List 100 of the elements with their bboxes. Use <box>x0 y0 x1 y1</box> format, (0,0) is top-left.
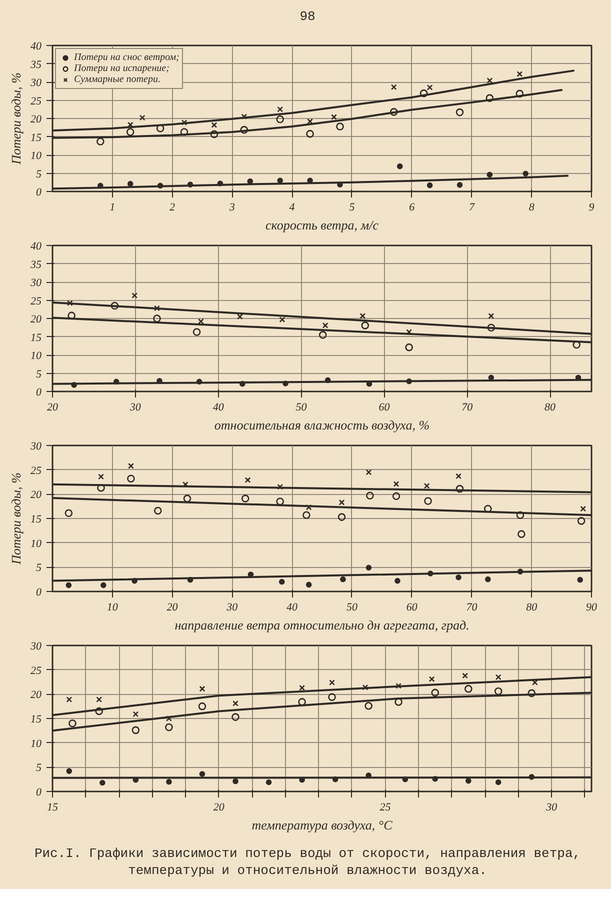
point <box>406 328 412 335</box>
point <box>110 302 119 310</box>
y-tick-label: 20 <box>30 689 42 702</box>
point <box>132 711 139 717</box>
point <box>279 316 286 322</box>
point <box>182 481 188 488</box>
point <box>181 119 188 126</box>
x-tick-label: 7 <box>468 201 475 214</box>
x-tick-label: 50 <box>296 401 308 414</box>
point <box>183 494 192 502</box>
point <box>362 684 368 690</box>
y-tick-label: 0 <box>36 386 42 398</box>
point <box>266 779 272 786</box>
y-axis-title: Потери воды, % <box>8 472 24 566</box>
point <box>199 770 206 777</box>
point <box>318 330 327 339</box>
y-tick-label: 5 <box>36 168 42 180</box>
point <box>100 582 106 588</box>
y-tick-label: 10 <box>30 538 42 550</box>
point <box>486 94 494 102</box>
x-tick-label: 30 <box>226 601 238 614</box>
point <box>241 114 248 120</box>
y-tick-label: 15 <box>30 332 42 344</box>
y-tick-label: 0 <box>36 186 42 198</box>
legend-label: Потери на испарение; <box>74 62 170 74</box>
point <box>68 719 76 728</box>
point <box>487 324 496 332</box>
point <box>486 77 493 84</box>
point <box>154 305 160 312</box>
point <box>132 292 138 298</box>
x-tick-label: 30 <box>128 401 142 414</box>
point <box>366 469 372 476</box>
point <box>180 128 188 136</box>
point <box>328 693 336 701</box>
point <box>98 474 104 480</box>
x-tick-label: 40 <box>286 601 298 614</box>
x-tick-label: 80 <box>544 401 556 414</box>
point <box>66 582 72 588</box>
point <box>484 576 491 582</box>
point <box>192 328 201 336</box>
point <box>484 504 492 513</box>
y-tick-label: 40 <box>30 240 42 252</box>
y-tick-label: 40 <box>30 40 42 52</box>
x-axis-title: относительная влажность воздуха, % <box>214 417 430 432</box>
point <box>278 578 285 585</box>
point <box>516 90 524 98</box>
point <box>392 492 400 500</box>
point <box>128 462 134 469</box>
x-tick-label: 10 <box>106 601 118 614</box>
point <box>364 702 372 710</box>
y-tick-label: 35 <box>30 58 42 71</box>
point <box>580 506 586 512</box>
y-tick-label: 10 <box>30 738 42 750</box>
y-tick-label: 15 <box>30 713 42 726</box>
point <box>97 484 105 492</box>
point <box>198 318 204 324</box>
point <box>516 511 524 519</box>
y-tick-label: 5 <box>36 368 42 380</box>
y-tick-label: 20 <box>30 313 42 326</box>
x-tick-label: 70 <box>466 601 478 614</box>
point <box>277 178 283 184</box>
point <box>426 182 433 188</box>
point <box>66 300 73 306</box>
x-tick-label: 4 <box>289 201 296 214</box>
point <box>428 676 435 682</box>
point <box>240 126 248 134</box>
point <box>522 170 529 176</box>
point <box>361 321 370 330</box>
x-tick-label: 20 <box>213 801 225 814</box>
y-tick-label: 25 <box>30 664 42 677</box>
point <box>431 688 440 696</box>
y-tick-label: 0 <box>36 586 42 598</box>
x-tick-label: 2 <box>170 201 176 214</box>
text: 98 <box>300 9 316 26</box>
point <box>232 778 238 784</box>
point <box>302 511 310 519</box>
point <box>277 484 284 490</box>
point <box>390 84 397 90</box>
x-tick-label: 1 <box>110 201 116 214</box>
x-tick-label: 9 <box>588 201 595 214</box>
x-tick-label: 15 <box>47 801 58 814</box>
point <box>244 476 251 483</box>
x-tick-label: 8 <box>528 201 535 214</box>
y-tick-label: 20 <box>30 113 42 126</box>
point <box>331 114 337 120</box>
y-tick-label: 5 <box>36 562 42 574</box>
point <box>396 163 403 170</box>
x-tick-label: 20 <box>166 601 178 614</box>
point <box>276 115 284 124</box>
point <box>516 70 523 77</box>
point <box>236 314 243 320</box>
x-axis-title: температура воздуха, °С <box>252 817 393 832</box>
point <box>153 314 161 322</box>
point <box>241 494 250 502</box>
point <box>96 696 102 702</box>
point <box>198 702 206 710</box>
y-tick-label: 25 <box>30 464 42 477</box>
x-tick-label: 50 <box>346 601 358 614</box>
point <box>338 499 345 506</box>
x-axis-title: направление ветра относительно дн агрегата, град. <box>174 617 470 632</box>
